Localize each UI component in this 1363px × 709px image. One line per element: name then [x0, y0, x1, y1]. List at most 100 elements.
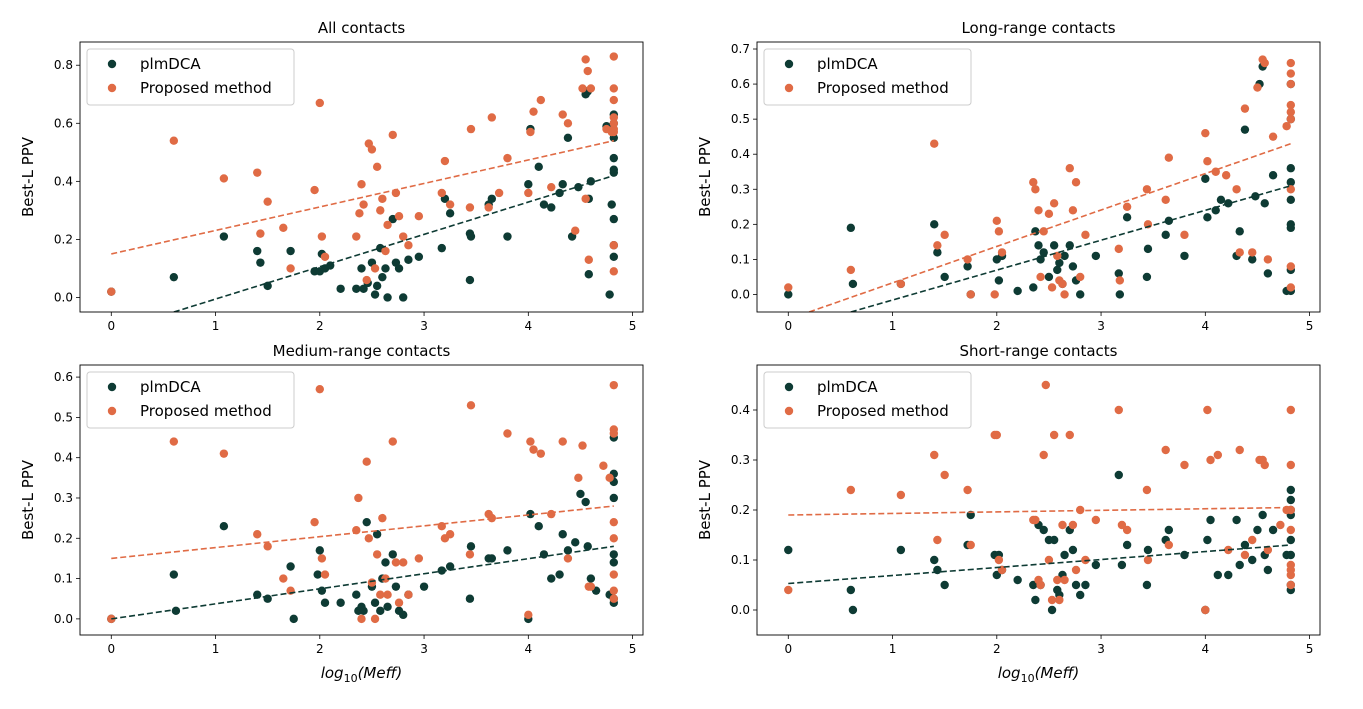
plmdca-point: [1029, 580, 1038, 590]
plmdca-point: [848, 605, 858, 615]
proposed-point: [372, 550, 382, 559]
proposed-point: [846, 485, 856, 495]
plmdca-point: [1251, 192, 1260, 201]
proposed-point: [1034, 206, 1043, 215]
proposed-point: [1039, 450, 1048, 460]
plmdca-point: [1286, 223, 1296, 233]
proposed-point: [524, 610, 533, 620]
axes-frame: [756, 364, 1321, 636]
plmdca-point: [1142, 580, 1152, 590]
plmdca-point: [555, 570, 564, 579]
plmdca-point: [1286, 550, 1296, 560]
proposed-point: [315, 384, 324, 394]
proposed-point: [1201, 128, 1210, 138]
proposed-point: [1276, 520, 1285, 530]
proposed-point: [574, 473, 583, 483]
proposed-point: [1142, 485, 1152, 495]
proposed-point: [1180, 230, 1189, 240]
proposed-point: [310, 185, 319, 195]
proposed-point: [547, 182, 556, 192]
x-tick-label: 3: [1097, 642, 1105, 656]
proposed-point: [524, 188, 533, 198]
proposed-point: [583, 66, 592, 76]
plmdca-point: [372, 281, 382, 291]
plmdca-point: [357, 264, 366, 273]
x-tick-label: 1: [212, 319, 220, 333]
proposed-point: [219, 174, 229, 183]
legend-marker-plmdca: [784, 59, 794, 69]
legend-label: plmDCA: [140, 55, 201, 73]
proposed-point: [399, 232, 408, 241]
plmdca-point: [992, 570, 1001, 580]
x-tick-label: 2: [993, 319, 1001, 333]
proposed-point: [383, 590, 392, 599]
plmdca-point: [256, 258, 265, 267]
legend-box: [86, 48, 295, 106]
plmdca-point: [219, 232, 229, 241]
plmdca-point: [963, 262, 972, 271]
plmdca-point: [563, 133, 573, 143]
plmdca-point: [1268, 525, 1278, 535]
proposed-trend-line: [111, 505, 614, 560]
proposed-point: [609, 586, 619, 595]
plmdca-point: [466, 232, 476, 241]
y-tick-label: 0.8: [54, 58, 73, 72]
proposed-point: [263, 197, 272, 206]
legend: plmDCA Proposed method: [86, 48, 295, 106]
proposed-point: [310, 517, 319, 527]
proposed-point: [1213, 450, 1223, 460]
legend-marker-proposed: [784, 83, 794, 93]
plmdca-point: [336, 598, 345, 607]
proposed-point: [1058, 520, 1067, 530]
proposed-point: [784, 283, 793, 292]
plmdca-point: [388, 550, 397, 559]
plmdca-point: [846, 585, 856, 595]
y-tick-label: 0.6: [54, 116, 73, 130]
proposed-point: [320, 570, 330, 579]
x-tick-label: 0: [107, 642, 115, 656]
plmdca-point: [1117, 560, 1127, 570]
proposed-point: [1044, 555, 1054, 565]
proposed-point: [381, 574, 390, 583]
x-tick-label: 3: [420, 319, 428, 333]
proposed-point: [571, 226, 580, 235]
proposed-point: [372, 162, 382, 172]
plmdca-point: [784, 290, 793, 299]
plmdca-point: [1076, 590, 1085, 600]
proposed-trend-line: [788, 506, 1291, 516]
proposed-point: [609, 113, 619, 122]
proposed-point: [394, 211, 404, 221]
plmdca-point: [487, 194, 497, 203]
proposed-point: [1260, 58, 1269, 68]
proposed-point: [1286, 405, 1296, 415]
plmdca-point: [1240, 540, 1250, 550]
proposed-point: [609, 119, 619, 128]
proposed-point: [263, 542, 272, 551]
plmdca-point: [388, 214, 397, 224]
plmdca-point: [1180, 550, 1189, 560]
y-axis-label: Best-L PPV: [19, 459, 37, 540]
chart-title: Long-range contacts: [961, 19, 1115, 37]
proposed-point: [558, 437, 567, 446]
plmdca-point: [930, 555, 939, 565]
plmdca-point: [445, 562, 455, 571]
proposed-point: [586, 84, 596, 93]
proposed-point: [1286, 262, 1296, 271]
proposed-point: [388, 130, 397, 140]
plmdca-point: [1253, 525, 1262, 535]
proposed-point: [1240, 104, 1250, 113]
proposed-point: [1263, 545, 1273, 555]
x-tick-label: 3: [1097, 319, 1105, 333]
proposed-point: [376, 590, 385, 599]
proposed-point: [609, 84, 619, 93]
plmdca-point: [1034, 241, 1043, 250]
plmdca-point: [1263, 269, 1273, 278]
plmdca-point: [848, 279, 858, 289]
plmdca-trend-line: [173, 174, 615, 312]
y-tick-label: 0.2: [54, 531, 73, 545]
proposed-point: [536, 95, 546, 105]
proposed-point: [1071, 565, 1081, 575]
proposed-point: [1221, 171, 1231, 180]
proposed-point: [930, 450, 939, 460]
plmdca-point: [320, 598, 330, 607]
